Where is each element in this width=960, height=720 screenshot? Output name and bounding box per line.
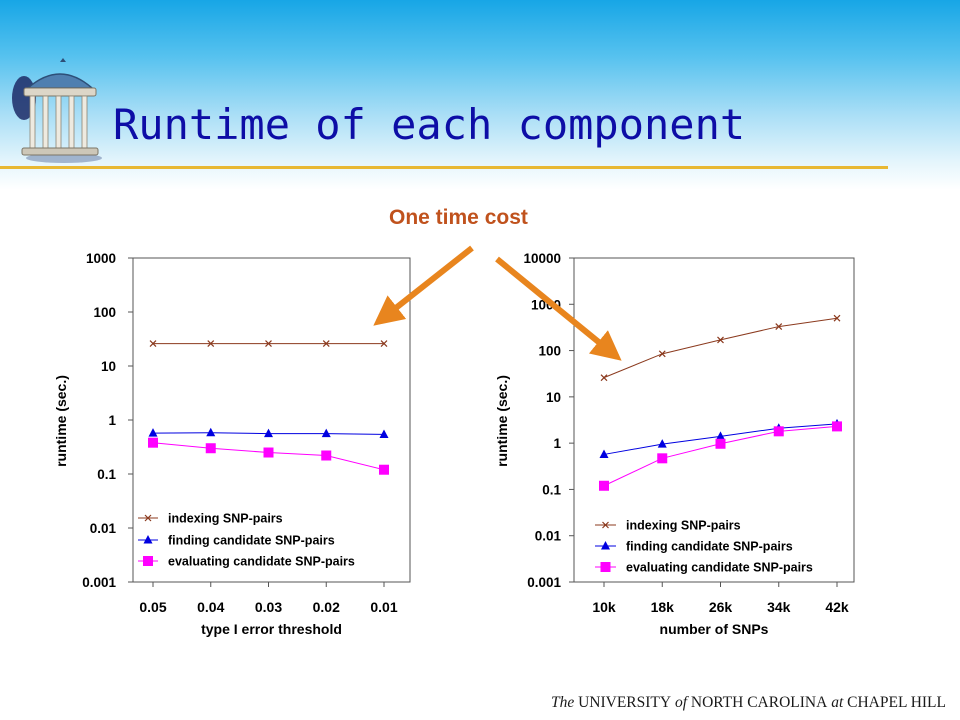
- slide-title: Runtime of each component: [113, 100, 746, 149]
- legend-label-left-1: finding candidate SNP-pairs: [168, 534, 335, 548]
- data-point-left-0-3: [322, 340, 330, 348]
- footer-the: The: [550, 694, 575, 711]
- callout-label: One time cost: [389, 206, 528, 229]
- data-point-right-0-1: [658, 350, 666, 358]
- x-tick-label-right-0: 10k: [592, 599, 616, 615]
- x-tick-label-left-1: 0.04: [197, 599, 224, 615]
- data-point-left-2-2: [263, 447, 274, 458]
- university-footer: The UNIVERSITY of NORTH CAROLINA at CHAP…: [551, 694, 946, 712]
- footer-at: at: [831, 694, 844, 711]
- y-tick-label-left-2: 0.1: [97, 467, 116, 482]
- legend-label-left-0: indexing SNP-pairs: [168, 512, 283, 526]
- data-point-left-0-4: [380, 340, 388, 348]
- y-tick-label-left-4: 10: [101, 359, 116, 374]
- y-tick-label-right-7: 10000: [523, 251, 561, 266]
- callout-arrow-left: [373, 245, 474, 326]
- data-point-left-2-4: [379, 464, 389, 475]
- data-point-left-2-0: [148, 437, 158, 448]
- data-point-left-0-2: [265, 340, 272, 348]
- legend-marker-left-1: [143, 535, 153, 544]
- y-axis-label-right: runtime (sec.): [494, 375, 510, 467]
- old-well-logo-icon: [12, 58, 102, 163]
- footer-of: of: [674, 694, 688, 711]
- data-point-right-2-1: [657, 453, 668, 464]
- legend-marker-left-0: [144, 514, 152, 522]
- y-tick-label-right-3: 1: [553, 436, 561, 451]
- legend-marker-left-2: [143, 556, 153, 566]
- legend-label-right-0: indexing SNP-pairs: [626, 519, 741, 533]
- header-gradient: [0, 0, 960, 190]
- data-point-left-0-1: [207, 340, 215, 348]
- legend-marker-right-2: [600, 562, 611, 572]
- x-tick-label-right-4: 42k: [825, 599, 849, 615]
- x-tick-label-left-3: 0.02: [313, 599, 340, 615]
- x-tick-label-left-0: 0.05: [139, 599, 166, 615]
- x-tick-label-right-1: 18k: [651, 599, 675, 615]
- chart-runtime-vs-threshold: 0.001 0.01 0.1 1 10 100 1000 0.05 0.04 0.03 0.02 0.…: [53, 251, 411, 637]
- y-tick-label-right-0: 0.001: [527, 575, 561, 590]
- plot-area-left: [132, 257, 411, 583]
- y-tick-label-left-3: 1: [108, 413, 116, 428]
- y-tick-label-left-1: 0.01: [90, 521, 117, 536]
- y-tick-label-right-1: 0.01: [535, 529, 562, 544]
- data-point-left-1-2: [264, 428, 273, 438]
- data-point-left-1-3: [321, 428, 331, 438]
- y-tick-label-right-4: 10: [546, 390, 561, 405]
- data-point-left-2-1: [205, 443, 216, 454]
- legend-label-right-2: evaluating candidate SNP-pairs: [626, 561, 813, 575]
- callout-arrow-right: [495, 256, 622, 361]
- plot-area-right: [573, 257, 855, 583]
- data-point-right-2-2: [715, 438, 726, 449]
- y-tick-label-left-5: 100: [93, 305, 116, 320]
- legend-label-right-1: finding candidate SNP-pairs: [626, 540, 793, 554]
- x-tick-label-right-2: 26k: [709, 599, 733, 615]
- data-point-right-1-2: [716, 431, 725, 440]
- data-point-right-0-0: [600, 374, 608, 382]
- data-point-right-0-2: [717, 336, 724, 344]
- data-point-right-2-4: [832, 421, 842, 432]
- figure-canvas: 0.001 0.01 0.1 1 10 100 1000 0.05 0.04 0.03 0.02 0.…: [53, 245, 855, 637]
- data-point-left-1-1: [206, 427, 216, 437]
- y-tick-label-left-0: 0.001: [82, 575, 116, 590]
- data-point-right-1-0: [599, 449, 609, 458]
- data-point-left-0-0: [149, 340, 157, 348]
- legend-marker-right-1: [601, 541, 610, 550]
- data-point-left-1-4: [379, 429, 389, 438]
- data-point-right-2-0: [599, 480, 609, 491]
- data-point-left-2-3: [321, 450, 332, 461]
- footer-university: UNIVERSITY: [578, 694, 672, 711]
- y-tick-label-left-6: 1000: [86, 251, 116, 266]
- legend-marker-right-0: [602, 521, 609, 529]
- x-axis-label-left: type I error threshold: [201, 621, 342, 637]
- x-axis-label-right: number of SNPs: [660, 621, 769, 637]
- data-point-right-1-1: [657, 439, 667, 448]
- footer-state: NORTH CAROLINA: [690, 694, 828, 711]
- x-tick-label-left-4: 0.01: [370, 599, 397, 615]
- data-point-left-1-0: [148, 428, 158, 437]
- y-tick-label-right-5: 100: [538, 344, 561, 359]
- data-point-right-2-3: [773, 426, 784, 437]
- footer-city: CHAPEL HILL: [847, 694, 946, 711]
- y-axis-label-left: runtime (sec.): [53, 375, 69, 467]
- data-point-right-0-4: [833, 314, 841, 322]
- data-point-right-0-3: [775, 323, 783, 330]
- x-tick-label-left-2: 0.03: [255, 599, 282, 615]
- y-tick-label-right-2: 0.1: [542, 482, 561, 497]
- title-divider: [0, 166, 888, 169]
- legend-label-left-2: evaluating candidate SNP-pairs: [168, 555, 355, 569]
- x-tick-label-right-3: 34k: [767, 599, 791, 615]
